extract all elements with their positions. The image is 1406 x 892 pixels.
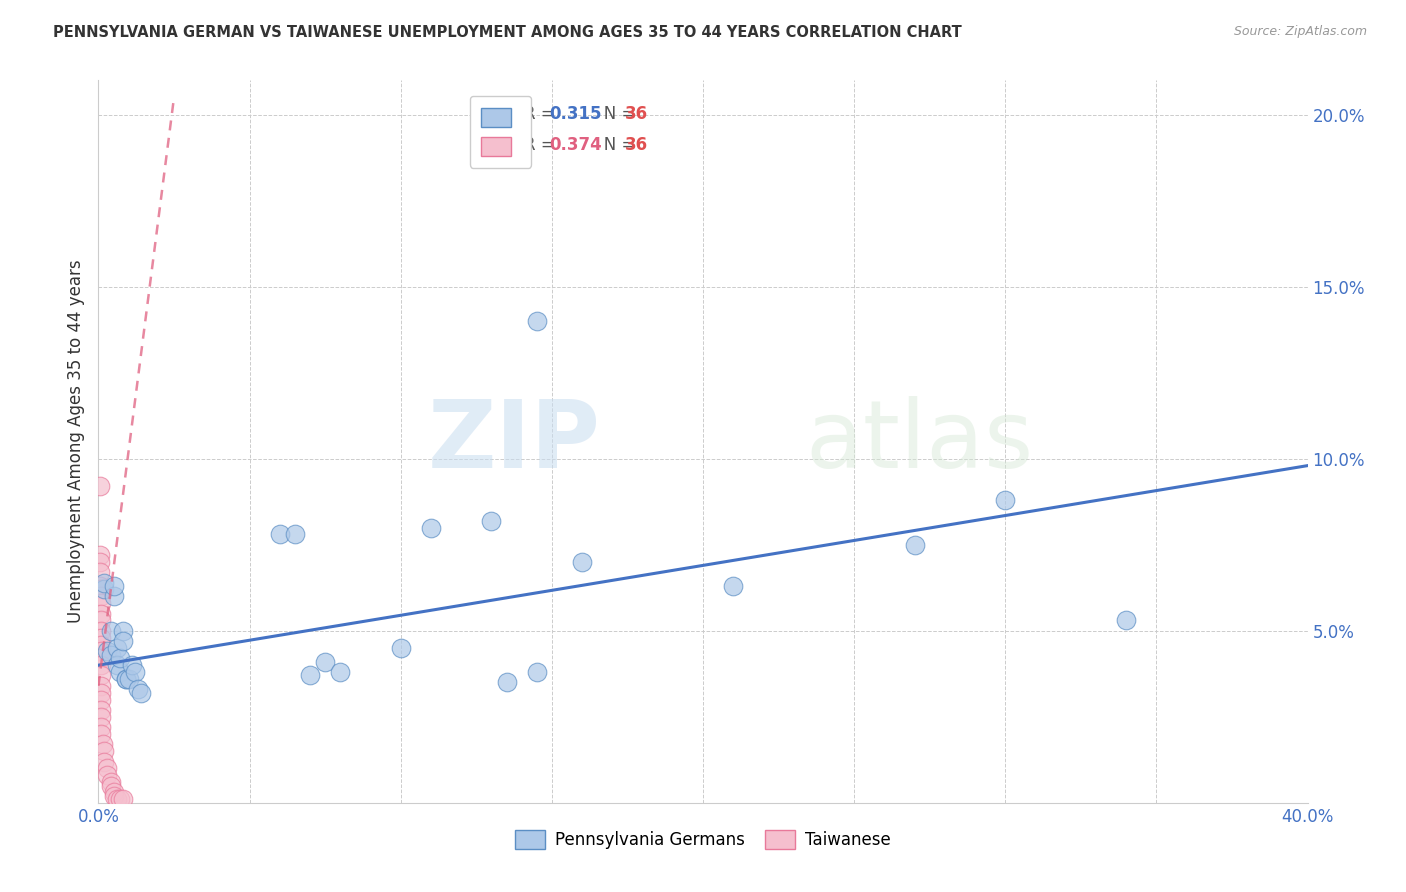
Point bbox=[89, 555, 111, 569]
Point bbox=[129, 686, 152, 700]
Point bbox=[105, 640, 128, 655]
Point bbox=[108, 651, 131, 665]
Text: N =: N = bbox=[588, 104, 641, 122]
Text: atlas: atlas bbox=[806, 395, 1033, 488]
Point bbox=[299, 668, 322, 682]
Point bbox=[100, 775, 122, 789]
Text: 0.315: 0.315 bbox=[550, 104, 602, 122]
Text: R =: R = bbox=[524, 104, 560, 122]
Point bbox=[90, 624, 112, 638]
Point bbox=[103, 590, 125, 604]
Point bbox=[90, 651, 112, 665]
Point bbox=[93, 755, 115, 769]
Point bbox=[108, 792, 131, 806]
Point bbox=[904, 538, 927, 552]
Point bbox=[103, 579, 125, 593]
Text: N =: N = bbox=[588, 136, 641, 154]
Point bbox=[121, 658, 143, 673]
Point bbox=[90, 644, 112, 658]
Point bbox=[269, 527, 291, 541]
Point bbox=[100, 648, 122, 662]
Point bbox=[90, 582, 112, 597]
Text: Source: ZipAtlas.com: Source: ZipAtlas.com bbox=[1233, 25, 1367, 38]
Point bbox=[994, 493, 1017, 508]
Point bbox=[111, 634, 134, 648]
Point bbox=[329, 665, 352, 679]
Y-axis label: Unemployment Among Ages 35 to 44 years: Unemployment Among Ages 35 to 44 years bbox=[66, 260, 84, 624]
Point bbox=[96, 768, 118, 782]
Text: R =: R = bbox=[524, 136, 560, 154]
Point bbox=[96, 644, 118, 658]
Point bbox=[93, 575, 115, 590]
Point bbox=[90, 668, 112, 682]
Point bbox=[105, 792, 128, 806]
Point bbox=[90, 727, 112, 741]
Point bbox=[105, 658, 128, 673]
Point bbox=[114, 672, 136, 686]
Point bbox=[526, 665, 548, 679]
Text: PENNSYLVANIA GERMAN VS TAIWANESE UNEMPLOYMENT AMONG AGES 35 TO 44 YEARS CORRELAT: PENNSYLVANIA GERMAN VS TAIWANESE UNEMPLO… bbox=[53, 25, 962, 40]
Point bbox=[314, 655, 336, 669]
Point bbox=[284, 527, 307, 541]
Point bbox=[89, 548, 111, 562]
Point bbox=[108, 665, 131, 679]
Point bbox=[90, 720, 112, 734]
Point bbox=[96, 761, 118, 775]
Point bbox=[111, 792, 134, 806]
Text: 36: 36 bbox=[624, 104, 648, 122]
Text: 36: 36 bbox=[624, 136, 648, 154]
Point bbox=[90, 607, 112, 621]
Point bbox=[723, 579, 745, 593]
Point bbox=[103, 789, 125, 803]
Point bbox=[100, 779, 122, 793]
Point bbox=[90, 596, 112, 610]
Point bbox=[90, 710, 112, 724]
Point bbox=[420, 520, 443, 534]
Point bbox=[90, 692, 112, 706]
Point bbox=[89, 579, 111, 593]
Point bbox=[89, 566, 111, 580]
Point bbox=[91, 737, 114, 751]
Point bbox=[1115, 614, 1137, 628]
Point bbox=[481, 514, 503, 528]
Point bbox=[124, 665, 146, 679]
Text: 0.374: 0.374 bbox=[550, 136, 602, 154]
Point bbox=[526, 314, 548, 328]
Point bbox=[90, 631, 112, 645]
Point bbox=[100, 624, 122, 638]
Point bbox=[90, 614, 112, 628]
Point bbox=[103, 785, 125, 799]
Point bbox=[571, 555, 593, 569]
Point bbox=[93, 744, 115, 758]
Point bbox=[111, 624, 134, 638]
Text: ZIP: ZIP bbox=[427, 395, 600, 488]
Point bbox=[90, 679, 112, 693]
Point bbox=[89, 479, 111, 493]
Point bbox=[90, 638, 112, 652]
Point bbox=[90, 686, 112, 700]
Point bbox=[114, 672, 136, 686]
Point bbox=[90, 590, 112, 604]
Point bbox=[93, 582, 115, 597]
Point bbox=[127, 682, 149, 697]
Legend: Pennsylvania Germans, Taiwanese: Pennsylvania Germans, Taiwanese bbox=[505, 821, 901, 860]
Point bbox=[389, 640, 412, 655]
Point bbox=[495, 675, 517, 690]
Point bbox=[90, 658, 112, 673]
Point bbox=[118, 672, 141, 686]
Point bbox=[90, 703, 112, 717]
